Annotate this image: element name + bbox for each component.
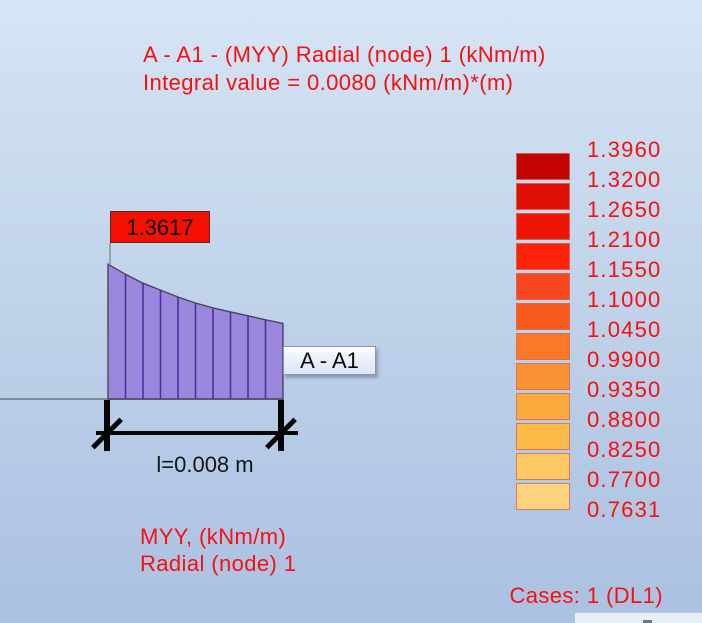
legend-swatch xyxy=(516,423,570,450)
legend-swatch xyxy=(516,183,570,210)
legend-value-label: 0.9900 xyxy=(587,347,662,372)
partial-panel-fragment xyxy=(574,612,702,623)
legend-swatch xyxy=(516,213,570,240)
legend-swatch xyxy=(516,363,570,390)
dimension-length-label: l=0.008 m xyxy=(156,452,254,477)
legend-value-label: 1.3960 xyxy=(587,137,662,162)
result-description: MYY, (kNm/m) Radial (node) 1 xyxy=(140,523,296,577)
legend-swatch xyxy=(516,453,570,480)
legend-value-label: 0.8800 xyxy=(587,407,662,432)
diagram-title: A - A1 - (MYY) Radial (node) 1 (kNm/m) xyxy=(143,42,546,67)
legend-swatch xyxy=(516,483,570,510)
legend-value-label: 1.1000 xyxy=(587,287,662,312)
legend-value-label: 0.7631 xyxy=(587,497,662,522)
legend-value-label: 1.2100 xyxy=(587,227,662,252)
legend-value-label: 1.1550 xyxy=(587,257,662,282)
dimension-extension-left xyxy=(104,400,110,451)
dimension-line xyxy=(96,431,298,435)
section-label[interactable]: A - A1 xyxy=(283,346,376,375)
diagram-header: A - A1 - (MYY) Radial (node) 1 (kNm/m) I… xyxy=(143,41,546,97)
fragment-mark xyxy=(643,620,652,623)
legend-swatch xyxy=(516,273,570,300)
legend-value-label: 0.8250 xyxy=(587,437,662,462)
legend-value-label: 1.0450 xyxy=(587,317,662,342)
load-case-label: Cases: 1 (DL1) xyxy=(509,583,663,608)
legend-swatch xyxy=(516,393,570,420)
legend-labels: 1.3960 1.3200 1.2650 1.2100 1.1550 1.1000 1.04… xyxy=(587,135,662,525)
legend-value-label: 0.9350 xyxy=(587,377,662,402)
legend-value-label: 0.7700 xyxy=(587,467,662,492)
legend-swatches xyxy=(516,153,570,513)
result-layer-label: Radial (node) 1 xyxy=(140,551,297,576)
legend-swatch xyxy=(516,243,570,270)
legend-swatch xyxy=(516,153,570,180)
result-quantity-label: MYY, (kNm/m) xyxy=(140,524,287,549)
legend-value-label: 1.2650 xyxy=(587,197,662,222)
legend-value-label: 1.3200 xyxy=(587,167,662,192)
legend-swatch xyxy=(516,333,570,360)
dimension-extension-right xyxy=(278,400,284,451)
peak-value-label[interactable]: 1.3617 xyxy=(110,211,210,243)
legend-swatch xyxy=(516,303,570,330)
peak-connector-line xyxy=(109,243,111,265)
diagram-subtitle: Integral value = 0.0080 (kNm/m)*(m) xyxy=(143,70,514,95)
